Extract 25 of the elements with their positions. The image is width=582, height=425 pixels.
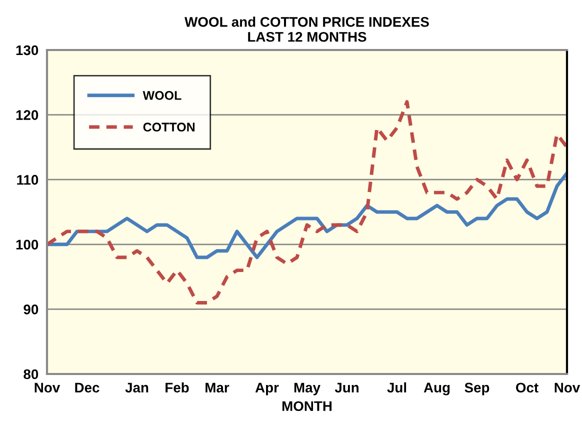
legend-label: COTTON <box>143 122 195 132</box>
x-tick-label: Jun <box>334 382 358 393</box>
x-tick-label: Aug <box>424 382 450 396</box>
y-tick-label: 110 <box>17 174 38 185</box>
x-tick-label: Oct <box>516 382 538 393</box>
line-series <box>47 171 567 260</box>
x-tick-label: Nov <box>554 382 580 393</box>
y-tick-label: 120 <box>16 110 38 120</box>
x-tick-label: Dec <box>75 382 100 393</box>
y-tick-label: 100 <box>16 240 38 250</box>
x-tick-label: Jul <box>387 382 406 393</box>
x-tick-label: Mar <box>206 382 230 393</box>
y-tick-label: 80 <box>24 369 38 380</box>
x-tick-label: Sep <box>464 382 490 396</box>
x-tick-label: Feb <box>166 382 189 393</box>
x-tick-label: Apr <box>255 382 279 396</box>
x-tick-label: Nov <box>34 382 60 393</box>
y-tick-label: 130 <box>16 45 38 56</box>
line-series <box>47 100 567 304</box>
x-axis-title: MONTH <box>282 401 332 412</box>
legend-label: WOOL <box>142 91 182 100</box>
chart-title: WOOL and COTTON PRICE INDEXES LAST 12 MONTHS <box>184 16 429 42</box>
x-tick-label: Jan <box>125 382 148 393</box>
x-tick-label: May <box>294 382 320 396</box>
y-tick-label: 90 <box>24 304 38 314</box>
